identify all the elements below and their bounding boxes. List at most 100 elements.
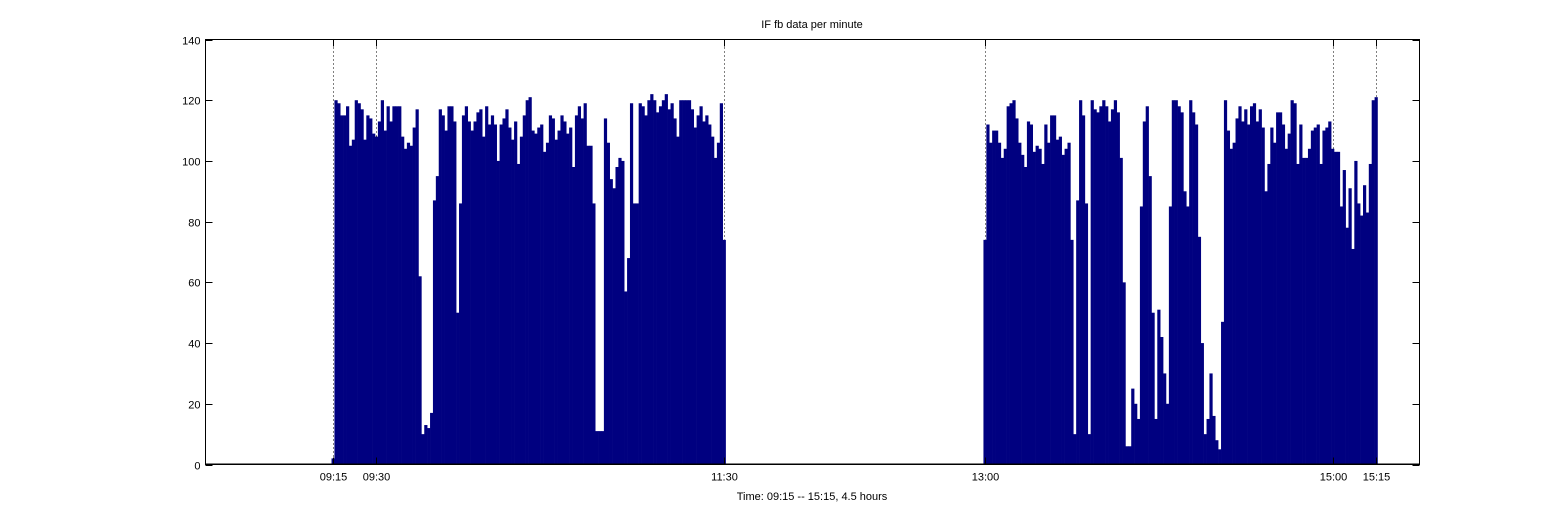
- bar: [711, 136, 715, 465]
- bar: [1238, 106, 1242, 465]
- bar: [412, 127, 416, 465]
- bar: [389, 121, 393, 465]
- bar: [1264, 191, 1268, 465]
- bar: [1018, 142, 1022, 465]
- bar: [1024, 167, 1028, 465]
- bar: [676, 136, 680, 465]
- bar: [1290, 100, 1294, 465]
- bar: [1183, 191, 1187, 465]
- bar: [1194, 124, 1199, 465]
- bar: [1316, 124, 1320, 465]
- bar: [386, 106, 390, 465]
- bar: [398, 106, 402, 465]
- bar: [1084, 203, 1089, 465]
- bar: [606, 142, 610, 465]
- bar: [1006, 106, 1010, 465]
- bar: [1174, 100, 1178, 465]
- bar: [989, 142, 993, 465]
- bar: [1374, 97, 1378, 465]
- bar: [505, 109, 509, 465]
- bar: [641, 106, 645, 465]
- bar: [1255, 121, 1259, 465]
- bar: [1322, 130, 1326, 465]
- bar: [343, 115, 347, 465]
- bar: [511, 139, 515, 465]
- bar: [1032, 151, 1036, 465]
- bar: [621, 160, 625, 465]
- bar: [653, 100, 657, 465]
- bar: [1296, 163, 1300, 465]
- bar: [1189, 100, 1193, 465]
- x-tick-label: 09:15: [320, 472, 348, 484]
- bar: [983, 239, 987, 465]
- bar: [1160, 337, 1164, 465]
- bar: [1145, 106, 1149, 465]
- bar: [1354, 160, 1358, 465]
- bar: [1044, 124, 1048, 465]
- bar: [1287, 133, 1291, 465]
- x-tick-label: 15:00: [1320, 472, 1348, 484]
- bar: [1105, 106, 1109, 465]
- bar: [1310, 130, 1315, 465]
- bar: [1215, 440, 1219, 465]
- chart-title: IF fb data per minute: [761, 19, 863, 31]
- bar: [346, 106, 350, 465]
- bar: [432, 200, 437, 465]
- bar: [1055, 139, 1060, 465]
- bar: [1319, 163, 1323, 465]
- tick-guide-lines: [333, 39, 1377, 459]
- bar: [1293, 103, 1297, 465]
- bar: [592, 203, 596, 465]
- y-tick-label: 80: [188, 218, 200, 230]
- y-tick-label: 120: [182, 96, 200, 108]
- bar: [401, 136, 405, 465]
- bar: [514, 121, 518, 465]
- bar: [1131, 388, 1135, 465]
- bar: [479, 109, 483, 465]
- bar: [627, 258, 631, 465]
- bar: [476, 112, 480, 465]
- bar: [1035, 145, 1039, 465]
- bar: [392, 106, 396, 465]
- bar: [1067, 142, 1071, 465]
- bar: [650, 94, 654, 465]
- bar: [992, 130, 996, 465]
- bar: [1276, 112, 1280, 465]
- bar: [1357, 203, 1361, 465]
- bar: [427, 428, 431, 465]
- bar: [557, 130, 561, 465]
- bar: [424, 425, 428, 465]
- bar: [418, 276, 422, 465]
- bar: [1197, 236, 1202, 465]
- bar: [618, 157, 622, 465]
- y-axis: 0 20 40 60 80 100 120 140: [182, 36, 1420, 473]
- bar: [1232, 142, 1236, 465]
- bar: [360, 109, 364, 465]
- y-tick-label: 40: [188, 339, 200, 351]
- bar: [705, 115, 709, 465]
- bar: [609, 179, 613, 465]
- bar: [589, 145, 593, 465]
- bar: [1299, 124, 1303, 465]
- bar: [1250, 106, 1254, 465]
- bar: [403, 148, 408, 465]
- bar: [574, 115, 579, 465]
- bar: [430, 412, 434, 465]
- bar: [1151, 312, 1155, 465]
- bar: [1226, 130, 1231, 465]
- bar: [450, 106, 454, 465]
- bar: [1371, 100, 1375, 465]
- bar: [519, 136, 524, 465]
- bar: [1142, 121, 1146, 465]
- bar: [661, 100, 666, 465]
- bar: [699, 106, 703, 465]
- bar: [528, 97, 532, 465]
- bar: [395, 106, 399, 465]
- bar: [1261, 127, 1265, 465]
- bar: [348, 145, 353, 465]
- bar: [1073, 434, 1077, 465]
- bar: [1342, 170, 1346, 465]
- bar: [1026, 121, 1031, 465]
- bar: [713, 157, 718, 465]
- bar: [667, 109, 671, 465]
